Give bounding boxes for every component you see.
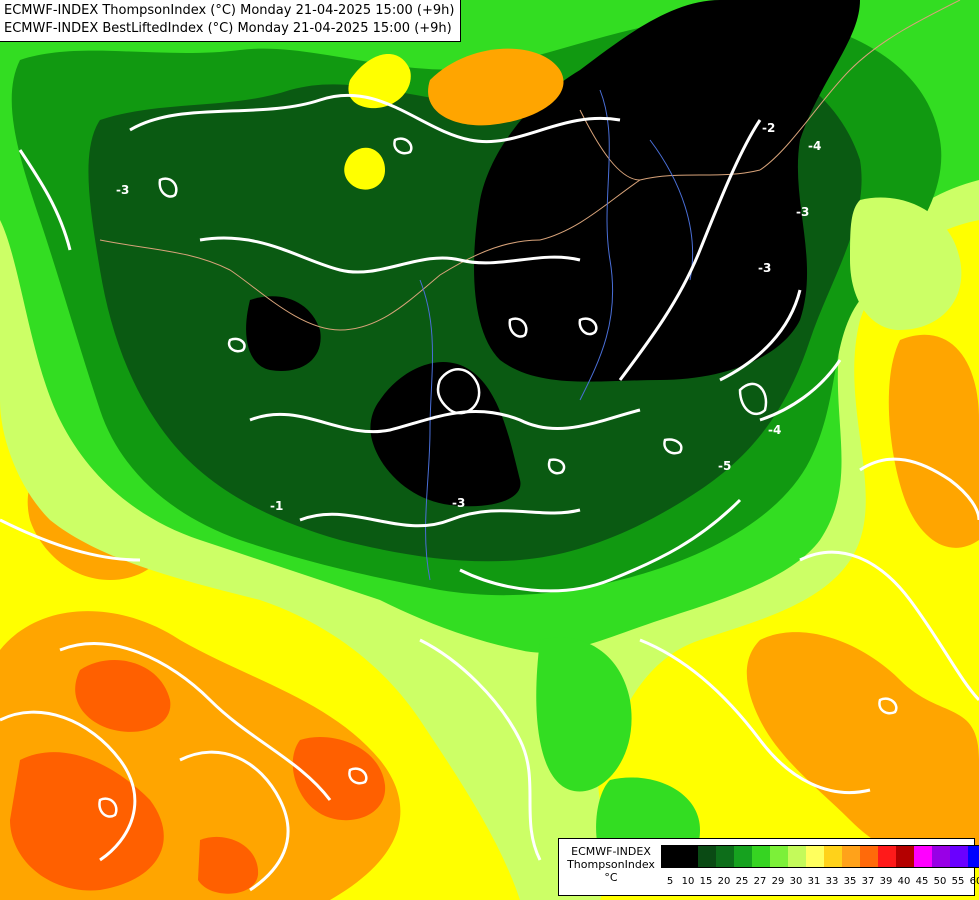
legend-tick: 29 <box>771 876 785 887</box>
contour-label: -5 <box>718 459 731 473</box>
legend-tick-labels: 5 10 15 20 25 27 29 30 31 33 35 37 39 40 45 50 55 60 <box>661 875 979 889</box>
legend-tick: 27 <box>753 876 767 887</box>
color-legend: ECMWF-INDEX ThompsonIndex °C 5 10 15 20 25 27… <box>558 838 979 896</box>
legend-tick: 35 <box>843 876 857 887</box>
contour-label: -4 <box>808 139 821 153</box>
legend-line-parameter: ThompsonIndex <box>567 858 655 871</box>
legend-tick: 15 <box>699 876 713 887</box>
black-core-west <box>246 296 321 371</box>
yellow-spot-north-1 <box>348 53 411 109</box>
legend-swatch <box>806 846 824 867</box>
legend-swatch <box>788 846 806 867</box>
contour-label: -4 <box>768 423 781 437</box>
legend-swatch <box>914 846 932 867</box>
orange-area-se <box>746 632 979 867</box>
legend-swatch <box>698 846 716 867</box>
legend-tick: 39 <box>879 876 893 887</box>
contour-label: -1 <box>270 499 283 513</box>
legend-swatch <box>680 846 698 867</box>
legend-tick: 45 <box>915 876 929 887</box>
legend-tick: 37 <box>861 876 875 887</box>
orange-area-east <box>888 334 979 548</box>
legend-swatch <box>842 846 860 867</box>
legend-swatch <box>932 846 950 867</box>
legend-swatch <box>824 846 842 867</box>
legend-tick: 40 <box>897 876 911 887</box>
title-line-thompson-index: ECMWF-INDEX ThompsonIndex (°C) Monday 21… <box>4 3 455 18</box>
legend-line-model: ECMWF-INDEX <box>571 845 651 858</box>
legend-tick: 33 <box>825 876 839 887</box>
legend-swatch <box>716 846 734 867</box>
map-title-box: ECMWF-INDEX ThompsonIndex (°C) Monday 21… <box>0 0 462 42</box>
black-core-south <box>370 361 521 507</box>
legend-tick: 10 <box>681 876 695 887</box>
bright-green-patch-south <box>536 637 632 792</box>
red-orange-blob-2 <box>292 737 386 821</box>
legend-tick: 55 <box>951 876 965 887</box>
legend-tick: 50 <box>933 876 947 887</box>
legend-tick: 31 <box>807 876 821 887</box>
country-borders <box>99 0 961 331</box>
lifted-index-contours <box>0 93 979 892</box>
red-orange-blob-3 <box>198 836 259 894</box>
orange-spot-north-2 <box>428 48 564 126</box>
legend-tick: 60 <box>969 876 979 887</box>
legend-tick: 5 <box>666 876 674 887</box>
legend-swatch <box>968 846 979 867</box>
legend-tick: 25 <box>735 876 749 887</box>
legend-tick: 20 <box>717 876 731 887</box>
legend-swatch <box>950 846 968 867</box>
legend-swatch <box>896 846 914 867</box>
legend-swatch <box>752 846 770 867</box>
rivers <box>419 89 694 581</box>
red-orange-blob-1 <box>75 660 171 732</box>
small-contours <box>98 137 918 875</box>
contour-label: -2 <box>762 121 775 135</box>
contour-label: -3 <box>452 496 465 510</box>
legend-color-bar <box>661 845 979 868</box>
legend-line-unit: °C <box>604 871 618 884</box>
contour-label: -3 <box>116 183 129 197</box>
black-core-north <box>474 0 860 382</box>
legend-swatch <box>662 846 680 867</box>
legend-swatch <box>734 846 752 867</box>
legend-label: ECMWF-INDEX ThompsonIndex °C <box>563 845 659 884</box>
contour-label: -3 <box>796 205 809 219</box>
red-orange-area-sw <box>10 752 164 891</box>
contour-label: -3 <box>758 261 771 275</box>
light-green-ne-patch <box>850 197 962 330</box>
contour-label-group: -3 -3 -3 -4 -4 -5 -3 -2 -1 <box>116 121 821 513</box>
legend-swatch <box>770 846 788 867</box>
legend-tick: 30 <box>789 876 803 887</box>
title-line-best-lifted-index: ECMWF-INDEX BestLiftedIndex (°C) Monday … <box>4 21 452 36</box>
yellow-spot-north-3 <box>344 147 385 190</box>
legend-swatch <box>878 846 896 867</box>
legend-swatch <box>860 846 878 867</box>
